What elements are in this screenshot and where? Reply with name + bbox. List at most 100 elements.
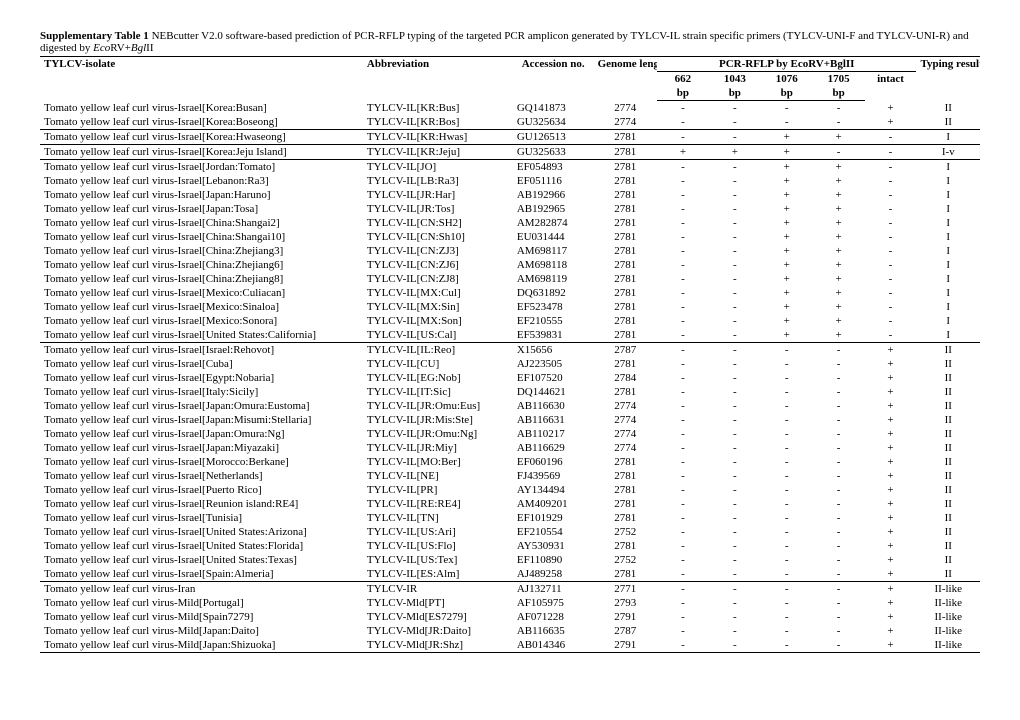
cell-b1705: +	[813, 272, 865, 286]
table-row: Tomato yellow leaf curl virus-Israel[Leb…	[40, 174, 980, 188]
cell-b1076: -	[761, 427, 813, 441]
cell-gen: 2781	[594, 469, 657, 483]
cell-b662: -	[657, 596, 709, 610]
col-abbr: Abbreviation	[363, 57, 513, 101]
cell-gen: 2781	[594, 216, 657, 230]
cell-iso: Tomato yellow leaf curl virus-Israel[Kor…	[40, 130, 363, 145]
cell-gen: 2791	[594, 638, 657, 653]
cell-b662: -	[657, 455, 709, 469]
table-row: Tomato yellow leaf curl virus-Israel[Net…	[40, 469, 980, 483]
cell-int: +	[865, 525, 917, 539]
cell-b1076: -	[761, 596, 813, 610]
cell-int: +	[865, 596, 917, 610]
cell-abbr: TYLCV-IR	[363, 582, 513, 597]
cell-b1043: -	[709, 385, 761, 399]
cell-int: +	[865, 610, 917, 624]
cell-abbr: TYLCV-IL[LB:Ra3]	[363, 174, 513, 188]
cell-b1076: +	[761, 216, 813, 230]
table-row: Tomato yellow leaf curl virus-Israel[Kor…	[40, 101, 980, 116]
col-1043: 1043	[709, 72, 761, 87]
cell-gen: 2791	[594, 610, 657, 624]
cell-gen: 2774	[594, 441, 657, 455]
cell-acc: AM282874	[513, 216, 594, 230]
cell-abbr: TYLCV-IL[IL:Reo]	[363, 343, 513, 358]
cell-abbr: TYLCV-IL[MO:Ber]	[363, 455, 513, 469]
cell-typ: II-like	[916, 638, 980, 653]
cell-typ: I	[916, 272, 980, 286]
cell-typ: I	[916, 216, 980, 230]
cell-gen: 2781	[594, 497, 657, 511]
cell-b1076: -	[761, 525, 813, 539]
cell-abbr: TYLCV-IL[MX:Cul]	[363, 286, 513, 300]
cell-b1043: -	[709, 539, 761, 553]
cell-b662: -	[657, 427, 709, 441]
table-row: Tomato yellow leaf curl virus-Mild[Portu…	[40, 596, 980, 610]
cell-typ: II	[916, 101, 980, 116]
cell-acc: AB116635	[513, 624, 594, 638]
cell-b1043: -	[709, 413, 761, 427]
cell-int: +	[865, 567, 917, 582]
cell-typ: I	[916, 160, 980, 175]
cell-b1076: +	[761, 286, 813, 300]
cell-b1043: -	[709, 328, 761, 343]
cell-acc: AJ489258	[513, 567, 594, 582]
col-genome: Genome length	[594, 57, 657, 101]
cell-b1076: -	[761, 357, 813, 371]
cell-b662: -	[657, 343, 709, 358]
cell-b1705: -	[813, 638, 865, 653]
col-pcr-rflp: PCR-RFLP by EcoRV+BglII	[657, 57, 917, 72]
cell-acc: GQ141873	[513, 101, 594, 116]
cell-b1076: -	[761, 399, 813, 413]
cell-iso: Tomato yellow leaf curl virus-Israel[Kor…	[40, 145, 363, 160]
cell-int: +	[865, 413, 917, 427]
cell-acc: EF110890	[513, 553, 594, 567]
cell-acc: EF051116	[513, 174, 594, 188]
cell-b1043: -	[709, 300, 761, 314]
cell-int: +	[865, 624, 917, 638]
cell-b1043: -	[709, 441, 761, 455]
cell-iso: Tomato yellow leaf curl virus-Israel[Isr…	[40, 343, 363, 358]
cell-b662: -	[657, 188, 709, 202]
cell-iso: Tomato yellow leaf curl virus-Israel[Net…	[40, 469, 363, 483]
cell-typ: II	[916, 455, 980, 469]
cell-acc: EF523478	[513, 300, 594, 314]
cell-acc: X15656	[513, 343, 594, 358]
cell-b1076: +	[761, 130, 813, 145]
cell-b1043: -	[709, 286, 761, 300]
cell-iso: Tomato yellow leaf curl virus-Israel[Pue…	[40, 483, 363, 497]
cell-b1043: -	[709, 371, 761, 385]
cell-b1043: -	[709, 230, 761, 244]
cell-acc: AJ223505	[513, 357, 594, 371]
cell-gen: 2752	[594, 525, 657, 539]
table-row: Tomato yellow leaf curl virus-Israel[Spa…	[40, 567, 980, 582]
cell-b662: -	[657, 216, 709, 230]
cell-typ: I	[916, 258, 980, 272]
cell-gen: 2781	[594, 483, 657, 497]
cell-acc: GU126513	[513, 130, 594, 145]
cell-b1043: -	[709, 216, 761, 230]
cell-abbr: TYLCV-IL[JO]	[363, 160, 513, 175]
cell-typ: II	[916, 539, 980, 553]
cell-abbr: TYLCV-IL[CN:Sh10]	[363, 230, 513, 244]
cell-int: -	[865, 272, 917, 286]
cell-typ: II	[916, 497, 980, 511]
cell-typ: I	[916, 286, 980, 300]
cell-b662: -	[657, 328, 709, 343]
cell-abbr: TYLCV-IL[US:Flo]	[363, 539, 513, 553]
cell-abbr: TYLCV-IL[CN:ZJ8]	[363, 272, 513, 286]
cell-b662: -	[657, 230, 709, 244]
cell-abbr: TYLCV-IL[CN:SH2]	[363, 216, 513, 230]
cell-acc: AM698119	[513, 272, 594, 286]
cell-typ: II-like	[916, 624, 980, 638]
cell-iso: Tomato yellow leaf curl virus-Mild[Japan…	[40, 624, 363, 638]
cell-b662: -	[657, 441, 709, 455]
cell-abbr: TYLCV-IL[CN:ZJ6]	[363, 258, 513, 272]
cell-int: -	[865, 130, 917, 145]
cell-abbr: TYLCV-IL[PR]	[363, 483, 513, 497]
cell-gen: 2774	[594, 101, 657, 116]
cell-b1043: -	[709, 258, 761, 272]
cell-b1705: +	[813, 130, 865, 145]
cell-gen: 2781	[594, 357, 657, 371]
cell-gen: 2781	[594, 539, 657, 553]
col-1076-bp: bp	[761, 86, 813, 101]
